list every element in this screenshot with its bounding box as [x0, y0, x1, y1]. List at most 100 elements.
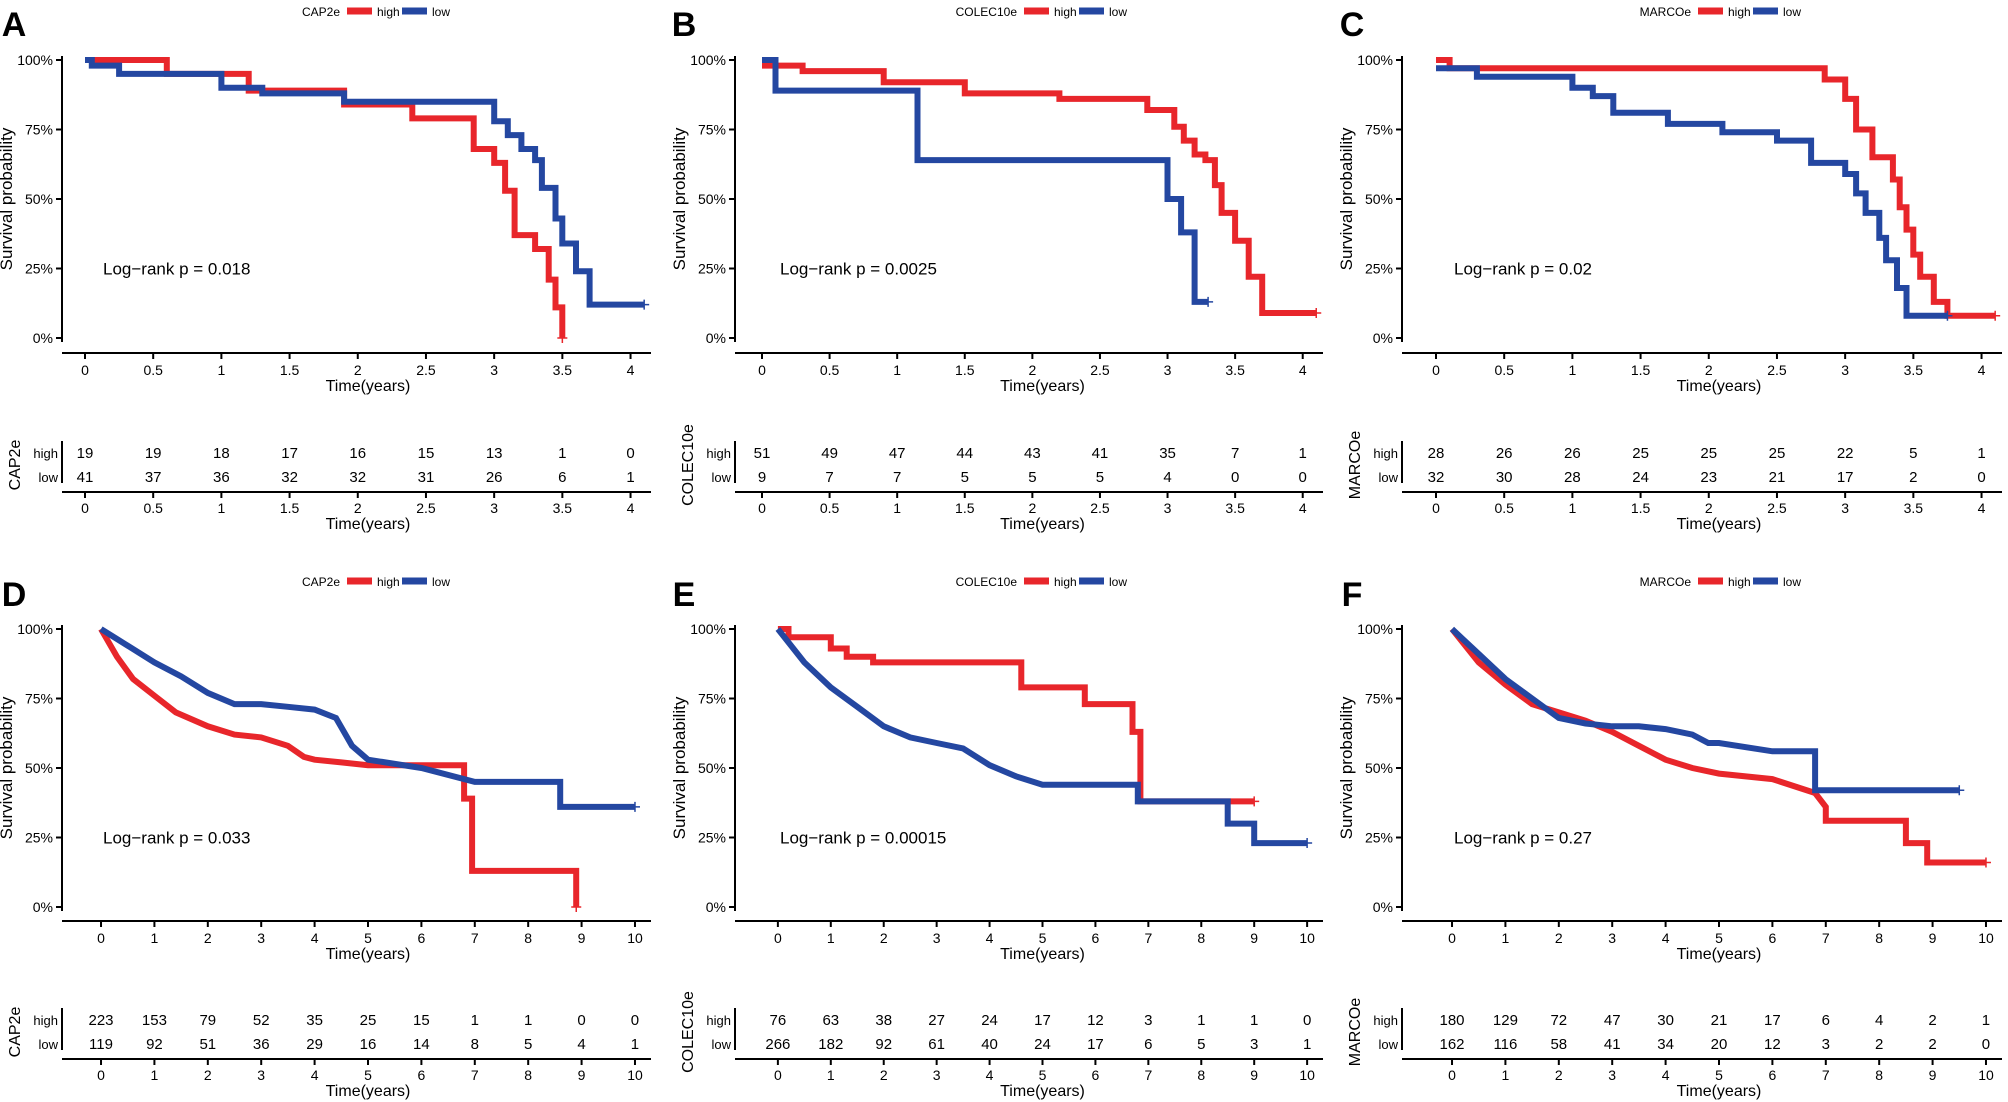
risk-x-tick-label: 0	[758, 500, 766, 516]
risk-x-tick-label: 1	[893, 500, 901, 516]
legend-title: MARCOe	[1640, 5, 1692, 19]
x-tick-label: 7	[471, 930, 479, 946]
pvalue-annotation: Log−rank p = 0.27	[1454, 829, 1592, 848]
x-tick-label: 4	[1662, 930, 1670, 946]
risk-count-high: 38	[875, 1012, 892, 1029]
risk-gene-label: COLEC10e	[680, 991, 697, 1073]
x-axis-label: Time(years)	[1677, 946, 1762, 963]
risk-x-tick-label: 0	[1448, 1067, 1456, 1083]
risk-count-high: 16	[349, 445, 366, 462]
risk-count-low: 5	[1197, 1036, 1205, 1053]
risk-count-low: 32	[281, 469, 298, 486]
x-tick-label: 1	[1568, 362, 1576, 378]
censor-mark-high	[557, 333, 568, 343]
risk-x-tick-label: 6	[1768, 1067, 1776, 1083]
risk-strata-high: high	[1373, 446, 1398, 461]
x-tick-label: 5	[1715, 930, 1723, 946]
y-tick-label: 25%	[698, 830, 726, 846]
survival-curve-high	[762, 62, 1317, 316]
risk-count-low: 4	[1163, 469, 1171, 486]
risk-count-high: 1	[1250, 1012, 1258, 1029]
x-tick-label: 4	[627, 362, 635, 378]
risk-count-low: 0	[1977, 469, 1985, 486]
x-tick-label: 7	[1144, 930, 1152, 946]
risk-count-high: 24	[981, 1012, 998, 1029]
x-tick-label: 0.5	[820, 362, 840, 378]
pvalue-annotation: Log−rank p = 0.00015	[780, 829, 946, 848]
censor-mark-high	[571, 902, 582, 912]
risk-x-tick-label: 1	[827, 1067, 835, 1083]
censor-mark-low	[639, 299, 650, 310]
risk-x-tick-label: 3	[1841, 500, 1849, 516]
x-tick-label: 2	[354, 362, 362, 378]
risk-count-low: 1	[626, 469, 634, 486]
risk-count-high: 79	[199, 1012, 216, 1029]
x-tick-label: 9	[578, 930, 586, 946]
legend-title: CAP2e	[302, 575, 340, 589]
risk-strata-high: high	[33, 446, 58, 461]
legend-low-label: low	[1109, 575, 1127, 589]
survival-curve-high	[98, 627, 580, 907]
risk-strata-low: low	[1378, 470, 1398, 485]
survival-curve-high	[777, 626, 1255, 805]
risk-count-high: 17	[1764, 1012, 1781, 1029]
survival-curve-low	[1436, 65, 1948, 319]
risk-count-low: 61	[928, 1036, 945, 1053]
x-tick-label: 2.5	[1767, 362, 1787, 378]
pvalue-annotation: Log−rank p = 0.02	[1454, 260, 1592, 279]
risk-count-low: 5	[1096, 469, 1104, 486]
risk-count-high: 19	[77, 445, 94, 462]
risk-x-tick-label: 2.5	[1767, 500, 1787, 516]
risk-count-low: 23	[1700, 469, 1717, 486]
y-tick-label: 50%	[25, 191, 53, 207]
panel-e: E COLEC10e high low 0% 25% 50% 75% 100% Survival …	[670, 575, 1323, 1100]
risk-x-tick-label: 2.5	[1090, 500, 1110, 516]
risk-count-high: 15	[418, 445, 435, 462]
x-tick-label: 4	[986, 930, 994, 946]
x-axis-label: Time(years)	[1677, 378, 1762, 395]
risk-count-high: 26	[1564, 445, 1581, 462]
panel-letter: F	[1342, 576, 1363, 614]
survival-curve-high	[1449, 627, 1986, 866]
panel-letter: A	[2, 6, 27, 44]
risk-x-tick-label: 1	[1502, 1067, 1510, 1083]
censor-mark-low	[1203, 296, 1214, 307]
pvalue-annotation: Log−rank p = 0.033	[103, 829, 250, 848]
risk-strata-low: low	[38, 470, 58, 485]
legend-title: COLEC10e	[956, 5, 1018, 19]
risk-x-tick-label: 4	[627, 500, 635, 516]
x-tick-label: 10	[627, 930, 643, 946]
y-tick-label: 0%	[1373, 330, 1393, 346]
x-tick-label: 0.5	[143, 362, 163, 378]
risk-x-tick-label: 4	[1978, 500, 1986, 516]
x-tick-label: 2.5	[1090, 362, 1110, 378]
risk-x-tick-label: 3.5	[553, 500, 573, 516]
risk-x-tick-label: 3	[1608, 1067, 1616, 1083]
risk-count-high: 0	[626, 445, 634, 462]
risk-x-tick-label: 5	[1039, 1067, 1047, 1083]
risk-x-axis-label: Time(years)	[1677, 516, 1762, 533]
risk-count-high: 7	[1231, 445, 1239, 462]
risk-count-high: 21	[1711, 1012, 1728, 1029]
risk-strata-low: low	[1378, 1037, 1398, 1052]
risk-count-high: 0	[1303, 1012, 1311, 1029]
x-tick-label: 8	[1197, 930, 1205, 946]
x-tick-label: 10	[1978, 930, 1994, 946]
censor-mark-low	[1302, 838, 1313, 849]
y-tick-label: 50%	[25, 760, 53, 776]
risk-x-tick-label: 8	[1197, 1067, 1205, 1083]
risk-count-high: 1	[558, 445, 566, 462]
panel-letter: E	[673, 576, 696, 614]
risk-x-tick-label: 0	[1432, 500, 1440, 516]
risk-count-low: 8	[471, 1036, 479, 1053]
x-tick-label: 10	[1299, 930, 1315, 946]
y-tick-label: 100%	[690, 621, 726, 637]
risk-count-high: 25	[1700, 445, 1717, 462]
censor-mark-low	[629, 801, 640, 812]
risk-x-tick-label: 9	[578, 1067, 586, 1083]
risk-count-low: 6	[1144, 1036, 1152, 1053]
x-tick-label: 1.5	[1631, 362, 1651, 378]
y-tick-label: 0%	[1373, 899, 1393, 915]
risk-count-low: 41	[77, 469, 94, 486]
